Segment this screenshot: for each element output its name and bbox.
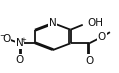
Text: N: N [16, 38, 24, 48]
Text: +: + [21, 37, 27, 43]
Text: OH: OH [87, 18, 103, 28]
Text: O: O [98, 32, 106, 42]
Text: N: N [49, 18, 57, 28]
Text: −: − [0, 33, 5, 39]
Text: O: O [16, 55, 24, 65]
Text: O: O [85, 56, 93, 66]
Text: O: O [3, 34, 11, 44]
